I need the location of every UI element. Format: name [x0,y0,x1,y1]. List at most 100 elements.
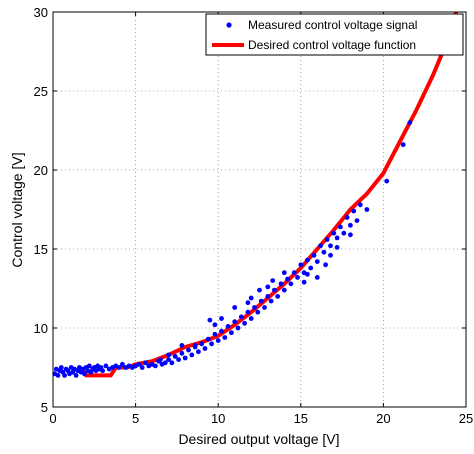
measured-point [139,365,145,370]
measured-point [258,298,264,304]
measured-point [265,284,271,290]
x-tick-label: 5 [132,411,139,426]
measured-point [103,363,109,369]
measured-point [364,207,370,212]
measured-point [257,287,262,293]
plot-frame [52,11,467,408]
measured-point [229,330,234,336]
legend-box [205,13,464,56]
legend-label-measured: Measured control voltage signal [248,18,417,32]
y-tick-label: 15 [34,242,48,257]
measured-point [58,365,64,370]
measured-point [314,259,320,264]
measured-point [344,215,350,220]
measured-point [238,314,244,320]
measured-point [301,279,307,285]
legend-label-desired: Desired control voltage function [248,38,416,52]
measured-point [334,235,340,241]
measured-point [285,276,290,282]
measured-point [55,373,61,378]
y-tick-label: 25 [34,84,48,99]
plot-area [53,12,466,407]
y-tick-label: 20 [34,163,48,178]
measured-point [209,341,215,347]
measured-point [143,360,148,366]
measured-point [73,373,79,378]
measured-point [120,361,125,367]
measured-point [162,360,168,366]
measured-point [334,245,340,250]
measured-point [288,281,294,287]
measured-point [298,262,304,268]
measured-point [158,357,163,362]
measured-point [222,335,228,340]
measured-point [278,281,284,287]
measured-point [235,325,241,331]
measured-point [169,360,175,366]
measured-point [357,202,363,208]
measured-signal-series [52,120,413,378]
measured-point [62,373,67,378]
measured-point [354,218,360,224]
measured-point [136,361,142,367]
measured-point [291,270,297,276]
measured-point [232,305,238,310]
measured-point [245,300,251,306]
y-tick-label: 5 [41,400,48,415]
measured-point [351,208,357,214]
measured-point [182,355,188,361]
measured-point [400,142,406,148]
measured-point [245,309,251,315]
measured-point [86,363,92,369]
measured-point [82,371,87,377]
measured-point [179,350,185,356]
measured-point [305,271,310,277]
x-tick-label: 15 [294,411,308,426]
measured-point [248,295,254,301]
measured-point [275,294,281,299]
measured-point [348,222,353,228]
measured-point [172,354,178,359]
y-tick-label: 30 [34,5,48,20]
measured-point [272,287,277,293]
y-axis-label: Control voltage [V] [9,152,25,267]
measured-point [348,232,353,238]
y-tick-label: 10 [34,321,48,336]
legend: Measured control voltage signal Desired … [205,13,464,56]
x-tick-label: 0 [49,411,56,426]
measured-point [176,357,182,362]
x-axis-ticks: 0 5 10 15 20 25 [49,12,473,426]
measured-point [166,357,172,362]
measured-point [407,120,413,125]
measured-point [166,352,172,358]
measured-point [207,317,213,323]
measured-point [268,298,274,304]
measured-point [186,347,191,353]
measured-point [192,343,198,348]
measured-point [232,319,238,325]
measured-point [318,243,323,249]
measured-point [179,343,185,348]
measured-point [252,305,257,310]
y-axis-ticks: 5 10 15 20 25 30 [34,5,466,415]
measured-point [189,352,195,358]
measured-point [281,270,287,276]
measured-point [219,328,224,334]
measured-point [153,363,158,369]
measured-point [116,365,122,370]
grid-lines [53,12,466,407]
measured-point [305,257,310,263]
measured-point [281,287,287,293]
measured-point [212,331,218,337]
measured-point [199,341,205,347]
measured-point [295,275,300,280]
measured-point [384,178,390,184]
measured-point [324,237,330,242]
measured-point [328,252,333,258]
measured-point [331,230,337,236]
x-axis-label: Desired output voltage [V] [178,431,339,447]
measured-point [314,275,320,280]
measured-point [202,346,208,351]
